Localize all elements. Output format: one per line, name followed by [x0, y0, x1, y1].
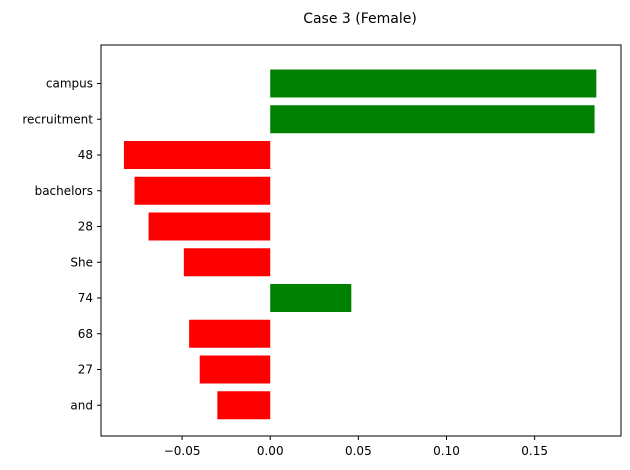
chart-title: Case 3 (Female) [303, 11, 417, 27]
bar-and [217, 391, 271, 420]
bar-68 [189, 319, 271, 348]
bar-74 [270, 284, 352, 312]
bar-bachelors [134, 176, 271, 205]
x-tick-label: 0.05 [345, 444, 372, 458]
y-tick-label: campus [46, 77, 93, 91]
y-tick-labels: campus recruitment 48 bachelors 28 She 74 68 27 a… [22, 77, 101, 412]
plot-frame [100, 44, 622, 437]
bar-campus [270, 69, 597, 98]
x-tick-label: −0.05 [164, 444, 201, 458]
y-tick-label: 28 [78, 220, 93, 234]
bars-group [123, 69, 597, 420]
x-tick-label: 0.10 [433, 444, 460, 458]
bar-recruitment [270, 105, 595, 134]
y-tick-label: 68 [78, 327, 93, 341]
y-tick-label: bachelors [35, 184, 93, 198]
y-tick-label: and [70, 398, 93, 412]
bar-27 [199, 355, 271, 384]
x-tick-label: 0.15 [521, 444, 548, 458]
y-tick-label: 74 [78, 291, 93, 305]
x-ticks: −0.05 0.00 0.05 0.10 0.15 [164, 436, 548, 458]
y-tick-label: 48 [78, 148, 93, 162]
bar-28 [148, 212, 271, 241]
y-tick-label: 27 [78, 363, 93, 377]
x-tick-label: 0.00 [257, 444, 284, 458]
y-tick-label: recruitment [22, 112, 93, 126]
bar-She [183, 248, 271, 277]
bar-48 [123, 141, 271, 169]
y-tick-label: She [70, 255, 93, 269]
